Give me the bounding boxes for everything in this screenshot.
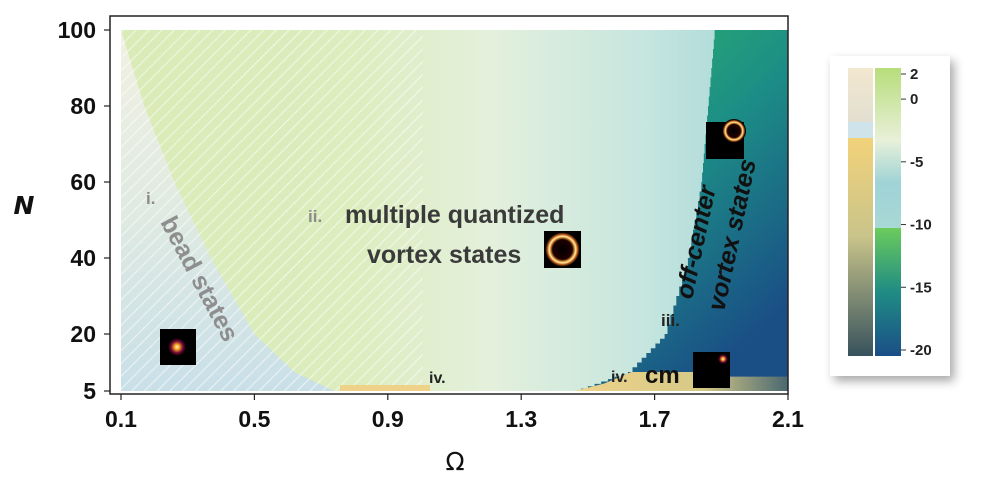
colorbar: 2 0 -5 -10 -15 -20 (830, 56, 950, 376)
off-center-vortex-thumbnail (706, 119, 746, 159)
colorbar-ticks: 2 0 -5 -10 -15 -20 (901, 66, 932, 359)
y-tick-label: 80 (70, 93, 96, 119)
region-i-label: i. (146, 189, 155, 208)
colorbar-strip-d (875, 228, 901, 356)
colorbar-tick-label: -20 (910, 342, 932, 359)
region-iv-text: cm (645, 362, 680, 389)
region-iii-label: iii. (661, 311, 680, 330)
cm-strip-mark (340, 385, 430, 391)
vortex-ring-thumbnail (544, 231, 581, 268)
colorbar-tick-label: -15 (910, 279, 932, 296)
region-ii-text-line1: multiple quantized (345, 201, 564, 229)
y-tick-label: 60 (70, 169, 96, 195)
region-ii-label: ii. (308, 207, 322, 226)
x-axis-label: Ω (445, 447, 464, 476)
x-tick-label: 0.5 (238, 406, 270, 432)
bead-state-thumbnail (160, 329, 196, 365)
x-tick-label: 1.7 (639, 406, 671, 432)
x-tick-label: 2.1 (772, 406, 804, 432)
cm-state-thumbnail (693, 352, 730, 388)
y-tick-label: 40 (70, 245, 96, 271)
cm-region (574, 372, 788, 391)
colorbar-strip-b (848, 138, 873, 356)
y-axis: 5 20 40 60 80 100 (58, 17, 110, 404)
plot-area (110, 16, 788, 394)
y-tick-label: 5 (83, 378, 96, 404)
colorbar-tick-label: 0 (910, 91, 918, 108)
x-tick-label: 0.9 (372, 406, 404, 432)
x-tick-label: 1.3 (505, 406, 537, 432)
region-iv-label-left: iv. (429, 370, 446, 387)
colorbar-tick-label: -5 (910, 154, 923, 171)
x-tick-label: 0.1 (105, 406, 137, 432)
plot-frame (109, 15, 789, 395)
colorbar-strip-a-low (848, 122, 873, 138)
y-tick-label: 20 (70, 321, 96, 347)
colorbar-tick-label: -10 (910, 217, 932, 234)
colorbar-tick-label: 2 (910, 66, 918, 83)
region-iv-label-right: iv. (611, 369, 628, 386)
region-ii-text-line2: vortex states (367, 241, 521, 269)
y-axis-label: N (14, 191, 35, 220)
y-tick-label: 100 (58, 17, 96, 43)
colorbar-strip-a (848, 68, 873, 122)
x-axis: 0.1 0.5 0.9 1.3 1.7 2.1 (105, 394, 804, 432)
colorbar-strip-c (875, 68, 901, 228)
